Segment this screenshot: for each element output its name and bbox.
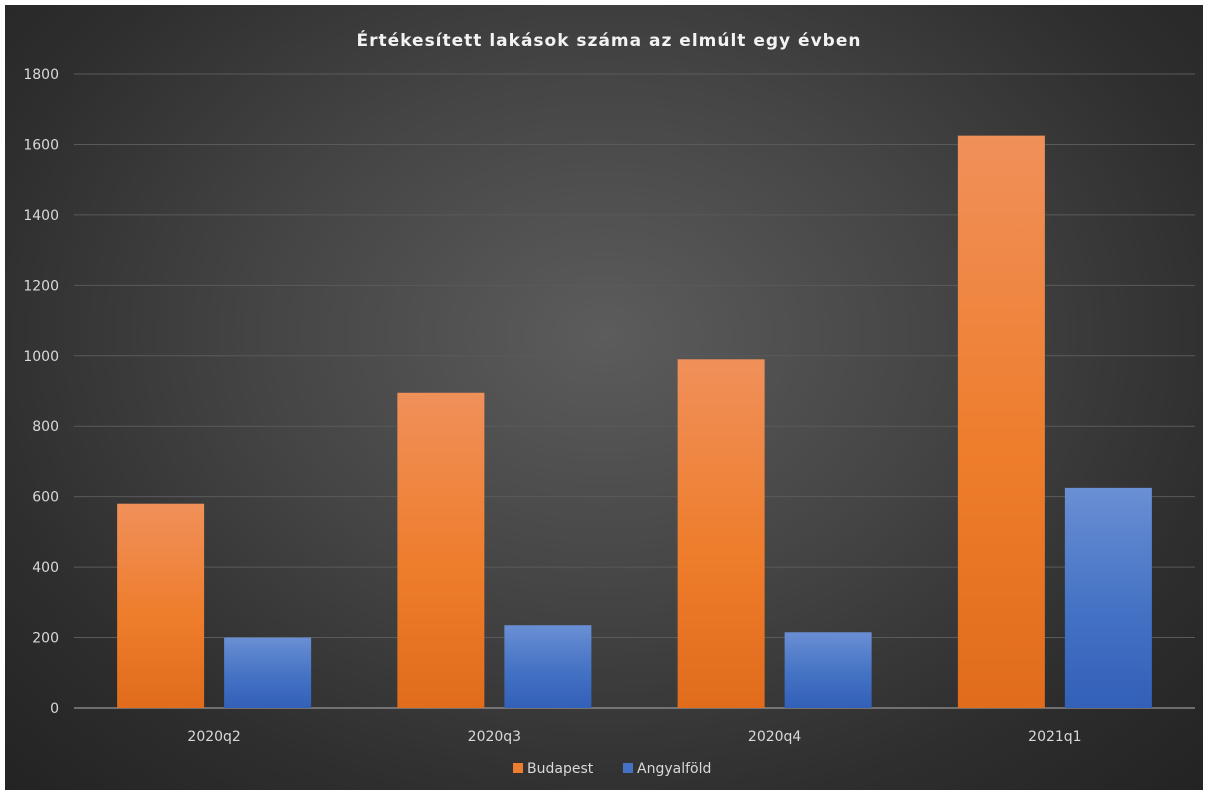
y-tick-label: 1000	[23, 349, 59, 365]
chart-title: Értékesített lakások száma az elmúlt egy…	[357, 29, 862, 51]
y-tick-label: 1400	[23, 208, 59, 224]
y-tick-label: 1200	[23, 278, 59, 294]
legend-swatch-angyalföld	[623, 763, 633, 773]
bar-budapest-2020q3	[397, 392, 485, 708]
bar-budapest-2021q1	[957, 135, 1045, 708]
bar-chart: Értékesített lakások száma az elmúlt egy…	[23, 29, 1195, 777]
bar-budapest-2020q4	[677, 359, 765, 708]
y-tick-label: 600	[32, 490, 59, 506]
bar-budapest-2020q2	[117, 503, 205, 708]
y-tick-label: 1800	[23, 67, 59, 83]
x-tick-label: 2020q4	[748, 729, 802, 745]
x-tick-label: 2021q1	[1028, 729, 1081, 745]
x-tick-label: 2020q2	[187, 729, 240, 745]
y-tick-label: 200	[32, 631, 59, 647]
y-tick-label: 1600	[23, 137, 59, 153]
bar-angyalföld-2020q2	[224, 637, 312, 708]
x-tick-label: 2020q3	[468, 729, 521, 745]
legend-swatch-budapest	[513, 763, 523, 773]
y-tick-label: 0	[50, 701, 59, 717]
y-tick-label: 800	[32, 419, 59, 435]
y-tick-label: 400	[32, 560, 59, 576]
legend: Budapest Angyalföld	[513, 761, 711, 777]
bar-angyalföld-2020q3	[504, 625, 592, 708]
bar-angyalföld-2020q4	[784, 632, 872, 708]
legend-label-angyalföld: Angyalföld	[637, 761, 711, 777]
chart-area: Értékesített lakások száma az elmúlt egy…	[5, 5, 1203, 790]
legend-label-budapest: Budapest	[527, 761, 594, 777]
bar-angyalföld-2021q1	[1064, 487, 1152, 708]
